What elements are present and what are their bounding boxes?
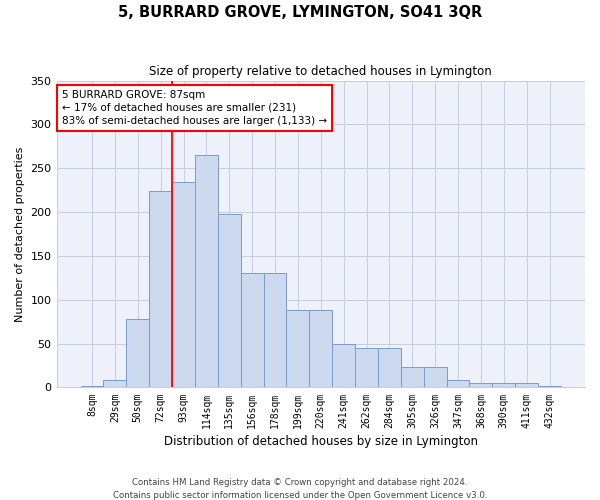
- Bar: [332, 344, 355, 388]
- Bar: [493, 383, 515, 388]
- Bar: [241, 274, 263, 388]
- Bar: [310, 310, 332, 388]
- Bar: [515, 383, 538, 388]
- Bar: [446, 380, 469, 388]
- Bar: [80, 386, 103, 388]
- Bar: [263, 274, 286, 388]
- Y-axis label: Number of detached properties: Number of detached properties: [15, 146, 25, 322]
- Text: Contains HM Land Registry data © Crown copyright and database right 2024.
Contai: Contains HM Land Registry data © Crown c…: [113, 478, 487, 500]
- Bar: [127, 319, 149, 388]
- Bar: [355, 348, 378, 388]
- Bar: [538, 386, 561, 388]
- Title: Size of property relative to detached houses in Lymington: Size of property relative to detached ho…: [149, 65, 492, 78]
- Bar: [378, 348, 401, 388]
- Bar: [172, 182, 195, 388]
- Bar: [469, 383, 493, 388]
- Text: 5, BURRARD GROVE, LYMINGTON, SO41 3QR: 5, BURRARD GROVE, LYMINGTON, SO41 3QR: [118, 5, 482, 20]
- Bar: [424, 368, 446, 388]
- Bar: [149, 191, 172, 388]
- Bar: [103, 380, 127, 388]
- Bar: [218, 214, 241, 388]
- X-axis label: Distribution of detached houses by size in Lymington: Distribution of detached houses by size …: [164, 434, 478, 448]
- Bar: [401, 368, 424, 388]
- Text: 5 BURRARD GROVE: 87sqm
← 17% of detached houses are smaller (231)
83% of semi-de: 5 BURRARD GROVE: 87sqm ← 17% of detached…: [62, 90, 327, 126]
- Bar: [286, 310, 310, 388]
- Bar: [195, 155, 218, 388]
